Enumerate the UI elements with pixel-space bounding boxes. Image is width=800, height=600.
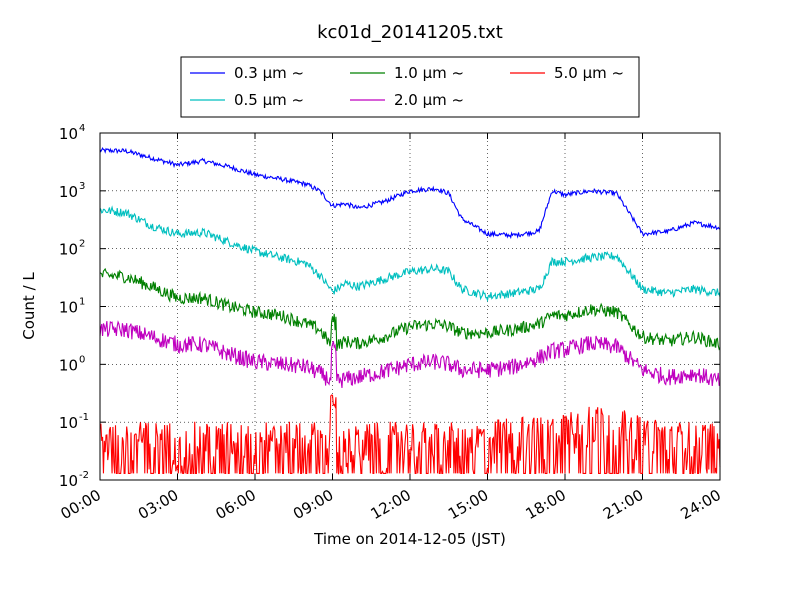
y-tick-label: 10 [59, 299, 78, 317]
x-tick-label: 24:00 [678, 486, 724, 523]
y-axis-label: Count / L [20, 272, 38, 340]
y-tick-exponent: -2 [79, 470, 89, 481]
series-line-0_3um [99, 147, 721, 240]
x-tick-label: 03:00 [135, 486, 181, 523]
x-tick-label: 09:00 [290, 486, 336, 523]
y-tick-label: 10 [59, 183, 78, 201]
chart-title: kc01d_20141205.txt [317, 22, 503, 43]
series-line-1_0um [99, 267, 721, 351]
series-layer [99, 147, 721, 475]
y-tick-exponent: 3 [79, 181, 85, 192]
legend-entry: 0.5 μm ~ [234, 91, 304, 109]
x-tick-label: 18:00 [523, 486, 569, 523]
legend-entry: 5.0 μm ~ [554, 64, 624, 82]
y-tick-exponent: 4 [79, 123, 85, 134]
y-tick-label: 10 [59, 414, 78, 432]
legend-entry: 0.3 μm ~ [234, 64, 304, 82]
y-tick-label: 10 [59, 241, 78, 259]
legend-entry: 2.0 μm ~ [394, 91, 464, 109]
legend-box [180, 56, 640, 118]
series-line-0_5um [99, 205, 721, 303]
x-axis-label: Time on 2014-12-05 (JST) [313, 530, 506, 548]
y-tick-exponent: 1 [79, 297, 85, 308]
x-tick-label: 12:00 [368, 486, 414, 523]
y-tick-exponent: 2 [79, 239, 85, 250]
series-line-2_0um [99, 320, 721, 389]
legend: 0.3 μm ~ 0.5 μm ~ 1.0 μm ~ 2.0 μm ~ 5.0 μm ~ [180, 56, 640, 118]
y-tick-label: 10 [59, 125, 78, 143]
legend-entry: 1.0 μm ~ [394, 64, 464, 82]
x-tick-label: 21:00 [600, 486, 646, 523]
x-tick-label: 15:00 [445, 486, 491, 523]
series-line-5_0um [99, 394, 721, 475]
y-tick-exponent: -1 [79, 412, 89, 423]
grid [100, 133, 720, 480]
y-tick-label: 10 [59, 472, 78, 490]
x-tick-label: 00:00 [58, 486, 104, 523]
x-tick-label: 06:00 [213, 486, 259, 523]
y-tick-exponent: 0 [79, 354, 85, 365]
y-tick-label: 10 [59, 356, 78, 374]
